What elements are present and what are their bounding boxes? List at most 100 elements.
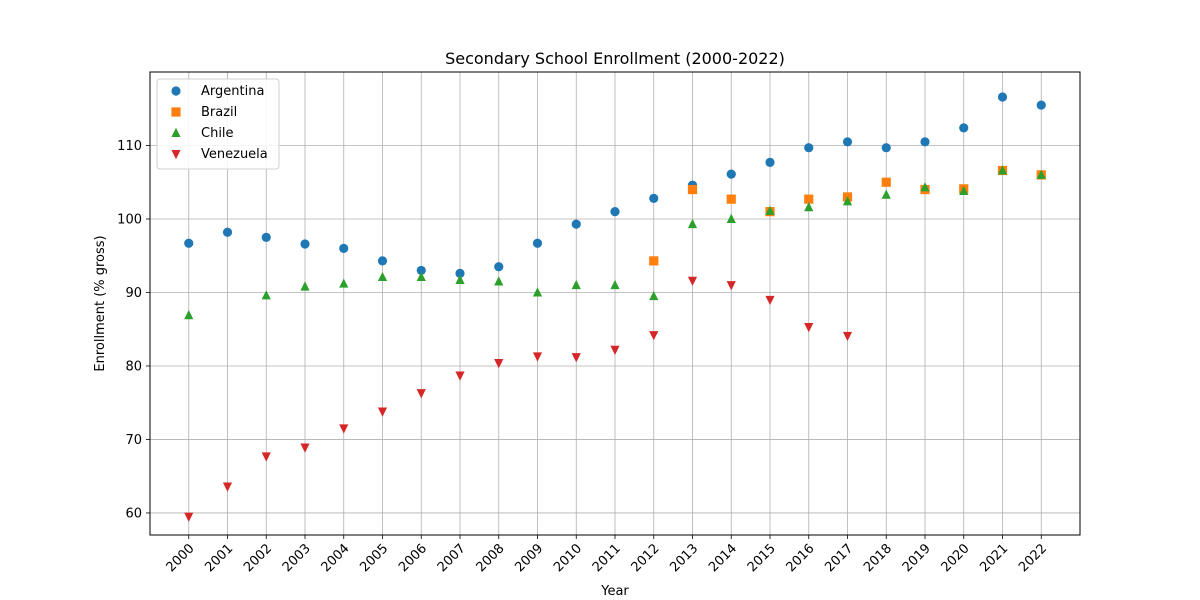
data-point-venezuela (649, 331, 659, 341)
axis-ticks: 2000 2001 2002 2003 2004 2005 2006 2007 2008 2009… (117, 139, 1050, 575)
data-point-chile (571, 279, 581, 290)
data-point-chile (804, 202, 814, 212)
data-point-argentina (881, 143, 891, 153)
data-point-argentina (416, 265, 426, 276)
data-point-venezuela (571, 353, 581, 363)
data-point-argentina (920, 137, 930, 147)
data-point-brazil (687, 184, 698, 195)
data-point-argentina (184, 238, 194, 248)
data-point-argentina (339, 243, 349, 253)
data-point-chile (842, 196, 853, 206)
data-point-argentina (1036, 100, 1046, 110)
x-tick-label: 2014 (706, 541, 740, 575)
data-point-argentina (455, 268, 465, 278)
x-tick-label: 2020 (939, 541, 973, 575)
x-tick-label: 2003 (280, 541, 314, 575)
data-point-argentina (765, 157, 775, 167)
data-point-venezuela (842, 331, 853, 342)
data-point-chile (610, 279, 620, 290)
x-tick-label: 2000 (164, 541, 198, 575)
data-point-chile (184, 310, 194, 320)
data-point-chile (959, 185, 969, 196)
data-point-venezuela (377, 407, 388, 417)
y-tick-label: 70 (125, 433, 142, 448)
x-tick-label: 2019 (900, 541, 934, 575)
y-tick-label: 60 (125, 506, 142, 521)
data-point-chile (300, 281, 310, 291)
data-point-chile (881, 189, 891, 199)
data-point-venezuela (687, 276, 698, 286)
legend: Argentina Brazil Chile Venezuela (156, 78, 280, 170)
x-tick-label: 2008 (474, 541, 508, 575)
legend-label-chile: Chile (201, 126, 234, 141)
data-point-argentina (571, 219, 581, 229)
data-point-venezuela (804, 323, 814, 333)
x-tick-label: 2012 (629, 541, 663, 575)
data-point-venezuela (416, 389, 426, 399)
data-point-chile (261, 290, 271, 300)
data-point-venezuela (610, 345, 620, 355)
data-point-venezuela (300, 443, 310, 453)
data-point-chile (726, 213, 736, 223)
x-tick-label: 2013 (667, 541, 701, 575)
y-tick-label: 80 (125, 359, 142, 374)
data-point-chile (687, 218, 698, 229)
data-point-venezuela (494, 359, 504, 369)
data-point-chile (532, 287, 543, 297)
data-point-argentina (494, 262, 504, 272)
y-tick-label: 100 (117, 212, 142, 227)
data-points (184, 92, 1046, 522)
data-point-argentina (300, 239, 310, 249)
x-tick-label: 2022 (1016, 541, 1050, 575)
x-tick-label: 2001 (202, 541, 236, 575)
data-point-venezuela (339, 424, 349, 434)
data-point-brazil (881, 177, 891, 187)
data-point-argentina (610, 207, 620, 217)
data-point-argentina (726, 169, 736, 179)
legend-label-argentina: Argentina (201, 84, 264, 99)
x-tick-label: 2009 (512, 541, 546, 575)
y-tick-label: 90 (125, 286, 142, 301)
data-point-chile (997, 165, 1008, 175)
legend-box (156, 78, 280, 170)
data-point-chile (765, 205, 775, 215)
x-tick-label: 2017 (822, 541, 856, 575)
x-tick-label: 2004 (319, 541, 353, 575)
data-point-venezuela (455, 371, 465, 381)
data-point-venezuela (726, 281, 736, 291)
x-tick-label: 2011 (590, 541, 624, 575)
legend-marker-venezuela (171, 150, 181, 160)
data-point-chile (1036, 169, 1046, 179)
x-tick-label: 2002 (241, 541, 275, 575)
data-point-chile (339, 278, 349, 288)
data-point-argentina (997, 92, 1008, 102)
x-tick-label: 2006 (396, 541, 430, 575)
data-point-chile (377, 271, 388, 282)
x-axis-label: Year (600, 584, 629, 599)
data-point-venezuela (532, 352, 543, 362)
legend-marker-chile (171, 127, 181, 137)
data-point-argentina (804, 143, 814, 153)
grid-lines (150, 72, 1080, 535)
data-point-brazil (726, 194, 736, 204)
data-point-brazil (804, 194, 814, 204)
data-point-argentina (261, 232, 271, 242)
data-point-argentina (222, 227, 233, 237)
data-point-venezuela (222, 482, 233, 492)
y-axis-label: Enrollment (% gross) (93, 235, 108, 371)
data-point-venezuela (765, 295, 775, 306)
legend-marker-brazil (171, 107, 181, 117)
data-point-chile (416, 271, 426, 282)
data-point-argentina (377, 256, 388, 266)
data-point-venezuela (184, 512, 194, 522)
legend-label-venezuela: Venezuela (201, 147, 268, 162)
chart-title: Secondary School Enrollment (2000-2022) (445, 49, 785, 68)
x-tick-label: 2021 (977, 541, 1011, 575)
data-point-argentina (959, 123, 969, 133)
x-tick-label: 2010 (551, 541, 585, 575)
data-point-chile (494, 276, 504, 286)
y-tick-label: 110 (117, 139, 142, 154)
data-point-chile (920, 182, 930, 192)
data-point-argentina (842, 137, 853, 147)
